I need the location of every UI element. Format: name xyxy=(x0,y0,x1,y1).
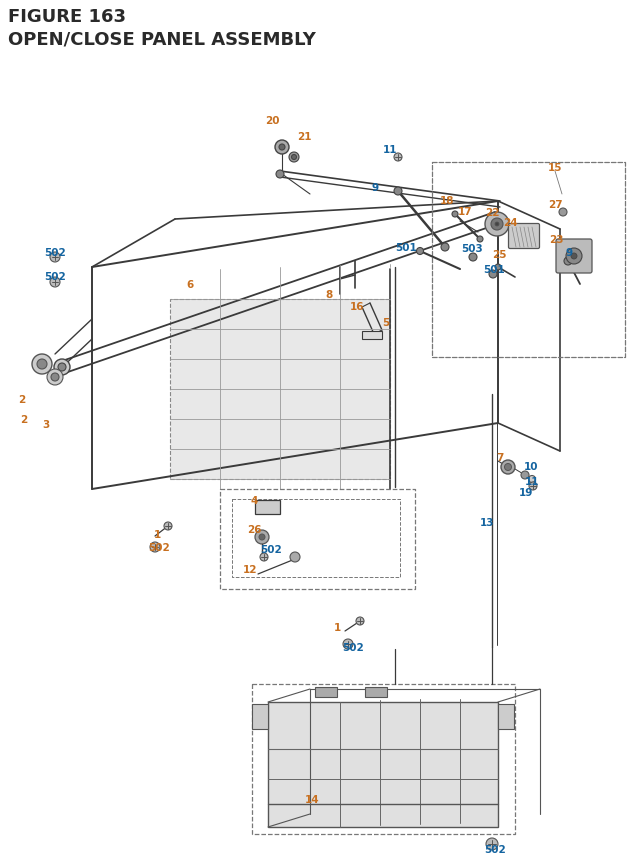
Text: 18: 18 xyxy=(440,195,454,206)
FancyBboxPatch shape xyxy=(255,500,280,514)
Text: 1: 1 xyxy=(334,623,341,632)
Text: 10: 10 xyxy=(524,461,538,472)
FancyBboxPatch shape xyxy=(170,300,390,480)
Circle shape xyxy=(495,223,499,226)
Circle shape xyxy=(260,554,268,561)
Text: 2: 2 xyxy=(18,394,25,405)
Circle shape xyxy=(58,363,66,372)
Text: 502: 502 xyxy=(260,544,282,554)
Text: 24: 24 xyxy=(503,218,518,228)
FancyBboxPatch shape xyxy=(362,331,382,339)
Circle shape xyxy=(394,154,402,162)
FancyBboxPatch shape xyxy=(268,703,498,827)
Circle shape xyxy=(50,278,60,288)
Circle shape xyxy=(529,482,537,491)
Circle shape xyxy=(54,360,70,375)
Text: 11: 11 xyxy=(383,145,397,155)
Circle shape xyxy=(259,535,265,541)
Circle shape xyxy=(279,145,285,151)
Circle shape xyxy=(51,374,59,381)
Circle shape xyxy=(289,152,299,163)
Text: 15: 15 xyxy=(548,163,563,173)
Text: FIGURE 163: FIGURE 163 xyxy=(8,8,126,26)
Text: 25: 25 xyxy=(492,250,506,260)
Circle shape xyxy=(521,472,529,480)
Text: 16: 16 xyxy=(350,301,365,312)
Text: 2: 2 xyxy=(20,414,28,424)
Circle shape xyxy=(559,208,567,217)
Text: 20: 20 xyxy=(265,116,280,126)
Circle shape xyxy=(491,219,503,231)
Circle shape xyxy=(469,254,477,262)
Circle shape xyxy=(477,237,483,243)
Circle shape xyxy=(566,249,582,264)
Text: 22: 22 xyxy=(485,208,499,218)
Circle shape xyxy=(564,257,572,266)
Circle shape xyxy=(394,188,402,195)
Text: 21: 21 xyxy=(297,132,312,142)
Circle shape xyxy=(164,523,172,530)
Text: 4: 4 xyxy=(250,495,257,505)
Text: 9: 9 xyxy=(566,248,573,257)
Text: 12: 12 xyxy=(243,564,257,574)
Text: OPEN/CLOSE PANEL ASSEMBLY: OPEN/CLOSE PANEL ASSEMBLY xyxy=(8,30,316,48)
Circle shape xyxy=(529,476,536,483)
Circle shape xyxy=(50,253,60,263)
Circle shape xyxy=(32,355,52,375)
Text: 9: 9 xyxy=(371,183,378,193)
Circle shape xyxy=(485,213,509,237)
Circle shape xyxy=(276,170,284,179)
Circle shape xyxy=(501,461,515,474)
Circle shape xyxy=(417,248,424,255)
Circle shape xyxy=(37,360,47,369)
Circle shape xyxy=(150,542,160,553)
Text: 502: 502 xyxy=(484,844,506,854)
Circle shape xyxy=(441,244,449,251)
Circle shape xyxy=(255,530,269,544)
Circle shape xyxy=(452,212,458,218)
Circle shape xyxy=(356,617,364,625)
FancyBboxPatch shape xyxy=(365,687,387,697)
Circle shape xyxy=(486,838,498,850)
Text: 501: 501 xyxy=(395,243,417,253)
FancyBboxPatch shape xyxy=(509,224,540,249)
Text: 13: 13 xyxy=(480,517,495,528)
Text: 5: 5 xyxy=(382,318,389,328)
Circle shape xyxy=(343,639,353,649)
Text: 11: 11 xyxy=(525,476,540,486)
Text: 17: 17 xyxy=(458,207,472,217)
Text: 1: 1 xyxy=(154,530,161,539)
Text: 19: 19 xyxy=(519,487,533,498)
Text: 502: 502 xyxy=(342,642,364,653)
Circle shape xyxy=(47,369,63,386)
Circle shape xyxy=(495,264,501,270)
FancyBboxPatch shape xyxy=(556,239,592,274)
Text: 502: 502 xyxy=(44,248,66,257)
Text: 14: 14 xyxy=(305,794,319,804)
Text: 502: 502 xyxy=(148,542,170,553)
Text: 23: 23 xyxy=(549,235,563,245)
Circle shape xyxy=(290,553,300,562)
Circle shape xyxy=(291,155,296,160)
Circle shape xyxy=(275,141,289,155)
Text: 502: 502 xyxy=(44,272,66,282)
FancyBboxPatch shape xyxy=(498,704,514,729)
Text: 8: 8 xyxy=(325,289,332,300)
Text: 3: 3 xyxy=(42,419,49,430)
Circle shape xyxy=(571,254,577,260)
Text: 6: 6 xyxy=(186,280,193,289)
Circle shape xyxy=(504,464,511,471)
Text: 501: 501 xyxy=(483,264,505,275)
FancyBboxPatch shape xyxy=(252,704,268,729)
Text: 7: 7 xyxy=(496,453,504,462)
Text: 503: 503 xyxy=(461,244,483,254)
Text: 27: 27 xyxy=(548,200,563,210)
Circle shape xyxy=(489,270,497,279)
Text: 26: 26 xyxy=(247,524,262,535)
FancyBboxPatch shape xyxy=(315,687,337,697)
